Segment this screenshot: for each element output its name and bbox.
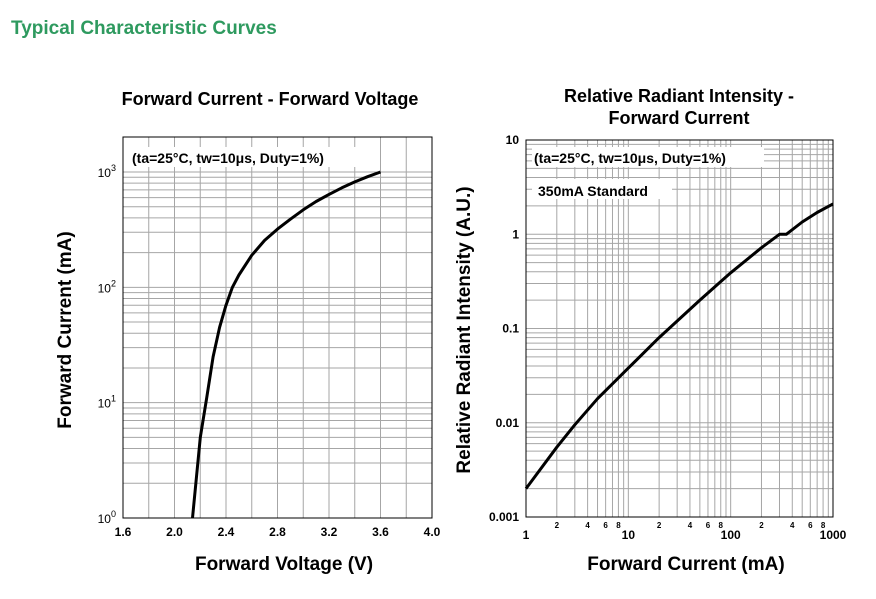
chart2-x-minor-label: 2 (555, 521, 560, 530)
chart2-standard-bg (532, 179, 672, 199)
chart2-x-minor-label: 4 (688, 521, 693, 530)
chart2-standard-label: 350mA Standard (538, 183, 648, 199)
chart2-x-minor-label: 8 (719, 521, 724, 530)
chart2-annotation: (ta=25°C, tw=10μs, Duty=1%) (534, 150, 726, 166)
chart2-series-line (524, 202, 834, 490)
chart1-tick-labels: 1.6 2.0 2.4 2.8 3.2 3.6 4.0 100 101 102 103 (98, 163, 441, 539)
chart2-annotation-bg (532, 147, 764, 167)
chart1-series-line (191, 170, 382, 519)
chart1-plot-frame (122, 136, 433, 519)
chart2-title-line2: Forward Current (608, 108, 749, 128)
chart2-x-tick-label: 1000 (820, 528, 847, 542)
chart2-title-line1: Relative Radiant Intensity - (564, 86, 794, 106)
chart2-y-tick-label: 1 (512, 227, 519, 241)
chart1-annotation-bg (130, 147, 358, 167)
chart2-x-minor-label: 8 (821, 521, 826, 530)
chart2-y-tick-label: 0.01 (496, 416, 520, 430)
chart1-x-tick-label: 4.0 (424, 525, 441, 539)
chart2-xlabel: Forward Current (mA) (587, 554, 784, 575)
chart1-y-tick-label: 102 (98, 278, 116, 295)
chart1-x-tick-label: 2.0 (166, 525, 183, 539)
chart2-x-tick-label: 100 (721, 528, 741, 542)
chart1-annotation: (ta=25°C, tw=10μs, Duty=1%) (132, 150, 324, 166)
section-title: Typical Characteristic Curves (11, 18, 277, 39)
chart2-y-tick-label: 10 (506, 133, 520, 147)
chart2-x-minor-label: 2 (657, 521, 662, 530)
chart1-x-tick-label: 3.6 (372, 525, 389, 539)
chart2-y-tick-label: 0.1 (502, 322, 519, 336)
chart1-title: Forward Current - Forward Voltage (122, 89, 419, 109)
chart2-x-minor-label: 2 (759, 521, 764, 530)
chart2-x-minor-label: 4 (585, 521, 590, 530)
chart1-xlabel: Forward Voltage (V) (195, 554, 373, 575)
chart2-x-minor-label: 6 (706, 521, 711, 530)
chart2-y-tick-label: 0.001 (489, 510, 519, 524)
chart1-grid (123, 137, 432, 518)
chart2-x-minor-label: 6 (603, 521, 608, 530)
chart1-x-tick-label: 2.8 (269, 525, 286, 539)
chart2-x-minor-label: 4 (790, 521, 795, 530)
chart2-ylabel: Relative Radiant Intensity (A.U.) (454, 186, 475, 473)
chart2-x-tick-label: 10 (622, 528, 636, 542)
chart1-x-tick-label: 3.2 (321, 525, 338, 539)
forward-voltage-chart: Forward Current - Forward Voltage 1.6 2.0… (55, 89, 441, 575)
chart1-y-tick-label: 103 (98, 163, 116, 180)
chart1-y-tick-label: 101 (98, 394, 116, 411)
chart2-x-minor-label: 6 (808, 521, 813, 530)
chart2-x-minor-label: 8 (616, 521, 621, 530)
radiant-intensity-chart: Relative Radiant Intensity - Forward Cur… (454, 86, 847, 575)
chart1-y-tick-label: 100 (98, 509, 116, 526)
chart1-ylabel: Forward Current (mA) (55, 231, 76, 428)
chart1-x-tick-label: 1.6 (115, 525, 132, 539)
chart2-plot-frame (525, 139, 834, 518)
chart2-x-tick-label: 1 (523, 528, 530, 542)
chart1-x-tick-label: 2.4 (218, 525, 235, 539)
